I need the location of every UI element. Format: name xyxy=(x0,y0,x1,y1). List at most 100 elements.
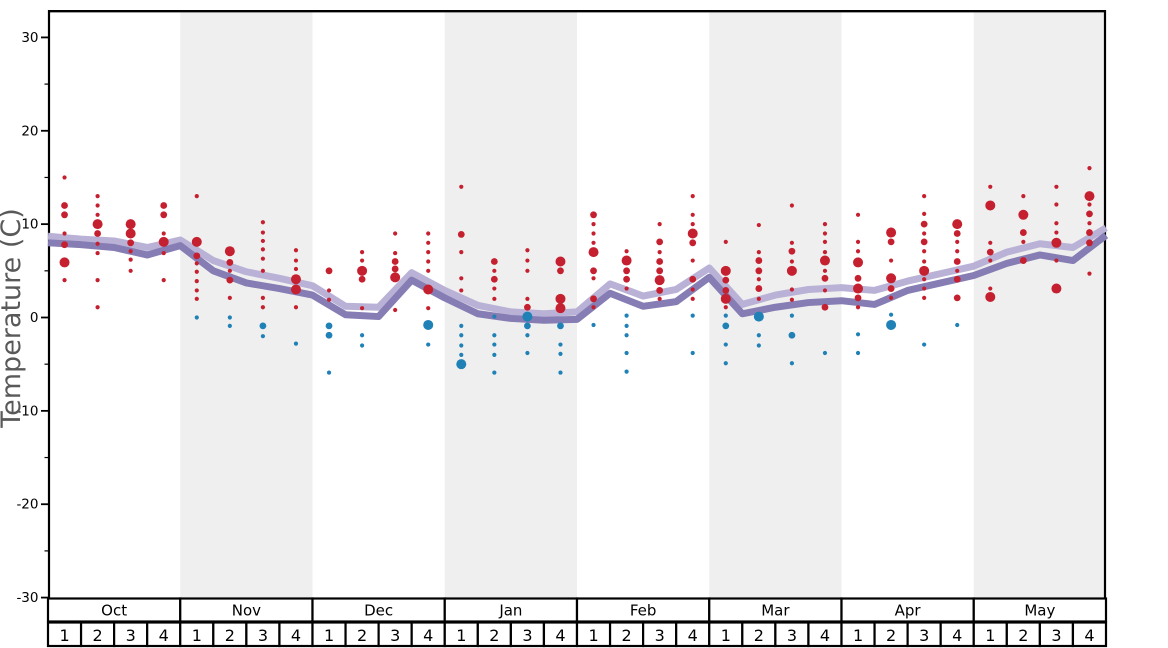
cold-temp-dot xyxy=(227,315,232,320)
week-number: 3 xyxy=(919,626,929,645)
warm-temp-dot xyxy=(95,212,100,217)
warm-temp-dot xyxy=(855,212,861,217)
warm-temp-dot xyxy=(953,275,961,283)
cold-temp-dot xyxy=(492,370,497,375)
warm-temp-dot xyxy=(161,231,166,236)
warm-temp-dot xyxy=(293,305,299,310)
warm-temp-dot xyxy=(922,249,927,254)
warm-temp-dot xyxy=(988,184,993,189)
cold-temp-dot xyxy=(524,322,531,330)
cold-temp-dot xyxy=(558,351,563,357)
cold-temp-dot xyxy=(789,361,795,366)
warm-temp-dot xyxy=(128,249,133,254)
warm-temp-dot xyxy=(1086,239,1093,247)
month-label: Feb xyxy=(630,602,657,620)
warm-temp-dot xyxy=(260,220,266,225)
cold-temp-dot xyxy=(558,342,563,347)
warm-temp-dot xyxy=(922,194,927,199)
week-number: 2 xyxy=(93,626,103,645)
warm-temp-dot xyxy=(459,184,464,189)
warm-temp-dot xyxy=(922,259,927,264)
cold-temp-dot xyxy=(558,370,563,375)
cold-temp-dot xyxy=(624,333,629,338)
warm-temp-dot xyxy=(62,175,67,180)
warm-temp-dot xyxy=(955,268,960,273)
warm-temp-dot xyxy=(423,284,434,295)
warm-temp-dot xyxy=(1087,221,1092,226)
warm-temp-dot xyxy=(260,230,266,235)
warm-temp-dot xyxy=(922,231,927,236)
cold-temp-dot xyxy=(359,343,365,348)
warm-temp-dot xyxy=(853,283,864,294)
week-number: 4 xyxy=(820,626,830,645)
cold-temp-dot xyxy=(756,343,761,348)
warm-temp-dot xyxy=(128,257,133,262)
warm-temp-dot xyxy=(226,276,234,284)
cold-temp-dot xyxy=(822,350,828,356)
warm-temp-dot xyxy=(920,220,928,228)
warm-temp-dot xyxy=(62,278,67,283)
cold-temp-dot xyxy=(456,359,467,370)
warm-temp-dot xyxy=(789,240,795,245)
warm-temp-dot xyxy=(1086,229,1093,236)
warm-temp-dot xyxy=(426,306,431,311)
warm-temp-dot xyxy=(756,296,761,301)
warm-temp-dot xyxy=(492,286,497,291)
y-tick-label: 10 xyxy=(21,217,38,233)
warm-temp-dot xyxy=(260,305,266,310)
warm-temp-dot xyxy=(756,250,761,255)
warm-temp-dot xyxy=(226,259,234,266)
warm-temp-dot xyxy=(689,239,697,247)
warm-temp-dot xyxy=(687,228,698,239)
warm-temp-dot xyxy=(886,227,897,238)
warm-temp-dot xyxy=(1084,191,1095,202)
warm-temp-dot xyxy=(657,250,662,255)
warm-temp-dot xyxy=(260,256,266,261)
warm-temp-dot xyxy=(886,273,897,284)
week-number: 1 xyxy=(192,626,202,645)
warm-temp-dot xyxy=(1021,194,1026,199)
month-label: Mar xyxy=(761,602,790,620)
warm-temp-dot xyxy=(985,291,996,302)
warm-temp-dot xyxy=(95,305,100,310)
month-label: Nov xyxy=(232,602,261,620)
warm-temp-dot xyxy=(755,257,763,264)
warm-temp-dot xyxy=(490,258,498,265)
warm-temp-dot xyxy=(1019,257,1027,264)
cold-temp-dot xyxy=(690,313,695,318)
warm-temp-dot xyxy=(690,194,695,199)
warm-temp-dot xyxy=(459,288,464,293)
warm-temp-dot xyxy=(720,265,731,276)
cold-temp-dot xyxy=(359,333,365,338)
warm-temp-dot xyxy=(227,295,232,300)
month-label: Dec xyxy=(364,602,393,620)
week-number: 3 xyxy=(126,626,136,645)
warm-temp-dot xyxy=(591,231,596,236)
warm-temp-dot xyxy=(59,257,70,268)
cold-temp-dot xyxy=(492,342,497,347)
warm-temp-dot xyxy=(656,287,664,294)
cold-temp-dot xyxy=(723,361,728,366)
warm-temp-dot xyxy=(656,258,664,265)
warm-temp-dot xyxy=(821,274,829,282)
warm-temp-dot xyxy=(723,239,728,244)
month-shading-band xyxy=(180,10,313,598)
warm-temp-dot xyxy=(359,306,365,311)
warm-temp-dot xyxy=(326,288,332,293)
cold-temp-dot xyxy=(423,319,434,330)
warm-temp-dot xyxy=(61,241,68,249)
warm-temp-dot xyxy=(855,239,861,244)
warm-temp-dot xyxy=(95,203,100,208)
week-number: 1 xyxy=(985,626,995,645)
warm-temp-dot xyxy=(290,284,301,295)
warm-temp-dot xyxy=(125,219,136,230)
warm-temp-dot xyxy=(786,265,797,276)
y-tick-label: 30 xyxy=(21,30,38,46)
warm-temp-dot xyxy=(591,240,596,245)
week-number: 3 xyxy=(258,626,268,645)
warm-temp-dot xyxy=(922,211,927,216)
warm-temp-dot xyxy=(95,278,100,283)
week-number: 2 xyxy=(1018,626,1028,645)
